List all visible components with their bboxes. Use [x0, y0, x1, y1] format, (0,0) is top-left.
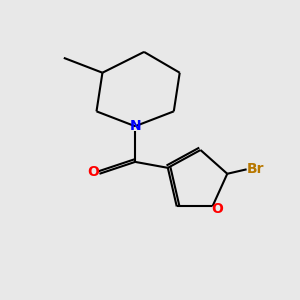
Text: O: O [88, 165, 100, 179]
Text: N: N [129, 119, 141, 133]
Text: O: O [211, 202, 223, 216]
Text: Br: Br [247, 162, 264, 176]
